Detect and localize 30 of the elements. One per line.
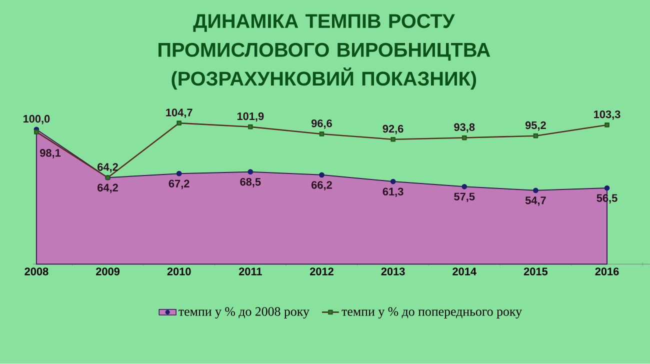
data-label: 66,2 (312, 181, 332, 191)
data-label: 67,2 (168, 180, 190, 190)
data-label: 68,5 (240, 178, 261, 188)
x-tick-label: 2010 (167, 268, 191, 276)
data-label: 95,2 (525, 122, 546, 131)
x-tick-label: 2011 (238, 268, 262, 276)
data-label: 64,2 (98, 184, 118, 194)
x-tick-label: 2012 (310, 268, 334, 276)
x-tick-label: 2014 (452, 268, 476, 276)
data-label: 57,5 (454, 192, 475, 202)
data-label: 92,6 (382, 125, 404, 134)
data-label: 103,3 (594, 110, 620, 120)
data-label: 93,8 (454, 123, 475, 133)
data-label: 54,7 (525, 196, 546, 206)
data-label: 100,0 (23, 115, 50, 124)
data-label: 64,2 (98, 163, 118, 173)
x-tick-label: 2008 (24, 268, 48, 276)
x-tick-label: 2009 (96, 268, 120, 276)
data-label: 61,3 (382, 188, 404, 198)
x-tick-label: 2013 (381, 268, 405, 276)
legend-label: темпи у % до 2008 року (178, 307, 310, 319)
data-label: 96,6 (311, 120, 332, 129)
data-label: 101,9 (237, 112, 264, 122)
data-label: 98,1 (40, 149, 61, 158)
chart-title: ДИНАМІКА ТЕМПІВ РОСТУ ПРОМИСЛОВОГО ВИРОБНИЦТВА (РОЗРАХУНКОВИЙ ПОКАЗНИК) (158, 14, 490, 90)
x-tick-label: 2016 (595, 268, 619, 276)
data-label: 104,7 (166, 108, 192, 118)
x-tick-label: 2015 (524, 268, 548, 276)
data-label: 56,5 (596, 194, 618, 204)
legend-label: темпи у % до попереднього року (342, 307, 522, 319)
